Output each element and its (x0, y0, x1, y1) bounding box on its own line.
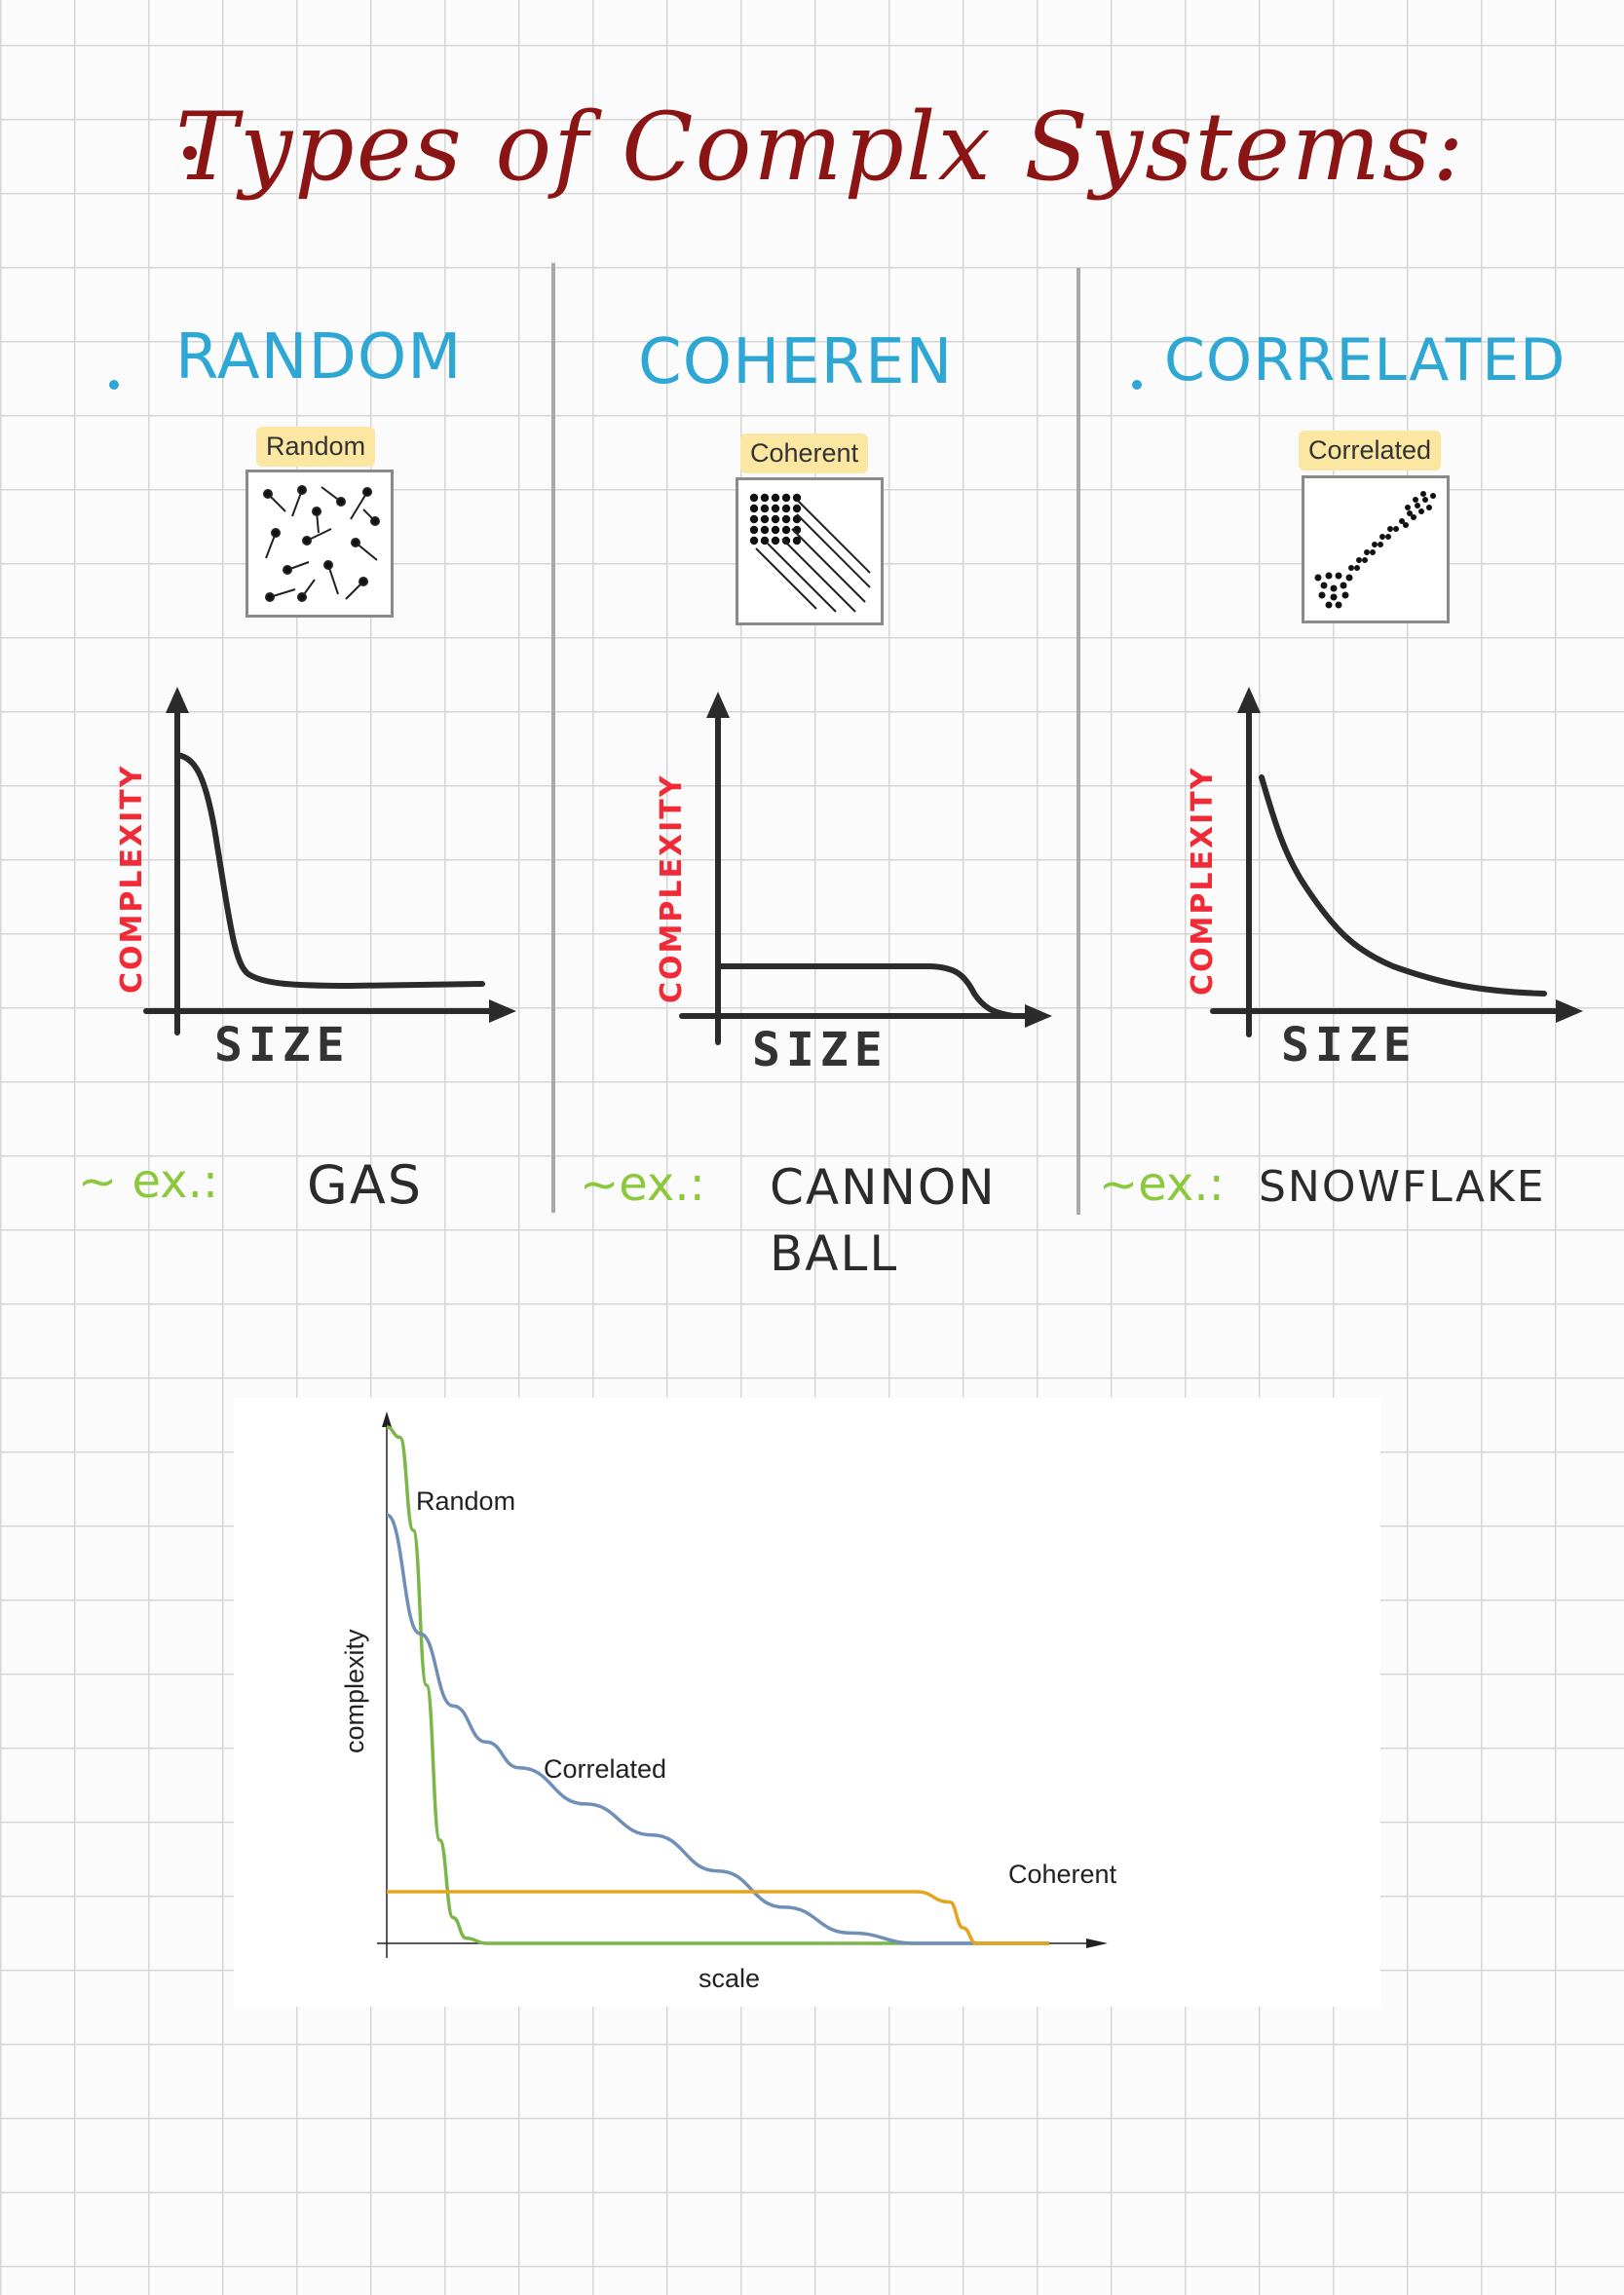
example-prefix: ~ex.: (1099, 1157, 1225, 1212)
lattice-dot (760, 493, 770, 503)
lattice-dot (781, 536, 791, 546)
series-label-correlated: Correlated (544, 1754, 666, 1784)
column-divider-1 (551, 263, 555, 1213)
example-ball: BALL (770, 1225, 899, 1282)
correlated-cluster-icon (1302, 475, 1450, 623)
y-axis-arrow (382, 1411, 392, 1427)
sketch-chart-random (143, 687, 516, 1035)
lattice-dot (781, 504, 791, 513)
series-line-correlated (386, 1513, 1049, 1945)
comparison-chart: scale complexity Random Correlated Coherent (340, 1411, 1117, 1993)
lattice-dot (760, 504, 770, 513)
x-axis-label: scale (699, 1964, 760, 1993)
column-heading-coherent: COHEREN (638, 326, 954, 398)
tag-correlated: Correlated (1299, 431, 1442, 470)
comparison-chart-panel: scale complexity Random Correlated Coherent (234, 1398, 1380, 2007)
lattice-dot (771, 493, 780, 503)
lattice-dot (771, 514, 780, 524)
y-axis-label: complexity (340, 1629, 369, 1753)
lattice-dot (760, 514, 770, 524)
random-particles-icon (245, 470, 394, 618)
series-label-coherent: Coherent (1008, 1860, 1117, 1889)
lattice-dot (771, 525, 780, 535)
example-gas: GAS (307, 1154, 424, 1216)
lattice-dot (771, 536, 780, 546)
example-snowflake: SNOWFLAKE (1259, 1162, 1546, 1212)
lattice-dot (749, 536, 759, 546)
lattice-dot (749, 525, 759, 535)
lattice-dot (760, 536, 770, 546)
lattice-dot (760, 525, 770, 535)
lattice-dot (792, 536, 802, 546)
x-axis-label: SIZE (214, 1018, 351, 1072)
lattice-dot (749, 514, 759, 524)
series-line-random (386, 1425, 1049, 1945)
series-label-random: Random (416, 1486, 515, 1516)
tag-coherent: Coherent (740, 433, 869, 473)
sketch-chart-correlated (1210, 687, 1583, 1037)
lattice-dot (749, 493, 759, 503)
heading-bullet (109, 380, 119, 390)
lattice-dot (781, 493, 791, 503)
lattice-dot (781, 525, 791, 535)
x-axis-label: SIZE (752, 1023, 888, 1077)
x-axis-arrow (1086, 1938, 1108, 1948)
lattice-dot (749, 504, 759, 513)
page-title: Types of Complx Systems: (175, 93, 1466, 202)
lattice-dot (792, 493, 802, 503)
example-cannon: CANNON (770, 1159, 997, 1216)
title-bullet (183, 146, 197, 160)
column-heading-correlated: CORRELATED (1164, 326, 1567, 395)
column-divider-2 (1076, 268, 1080, 1215)
lattice-dot (781, 514, 791, 524)
coherent-lattice-icon (736, 477, 884, 625)
example-prefix: ~ ex.: (78, 1154, 218, 1209)
lattice-dot (771, 504, 780, 513)
heading-bullet (1132, 380, 1142, 390)
lattice-dot (792, 504, 802, 513)
column-heading-random: RANDOM (175, 321, 463, 394)
series-line-coherent (386, 1890, 1049, 1945)
x-axis-label: SIZE (1281, 1018, 1417, 1072)
sketch-chart-coherent (679, 692, 1052, 1045)
example-prefix: ~ex.: (580, 1157, 705, 1212)
tag-random: Random (256, 427, 376, 467)
